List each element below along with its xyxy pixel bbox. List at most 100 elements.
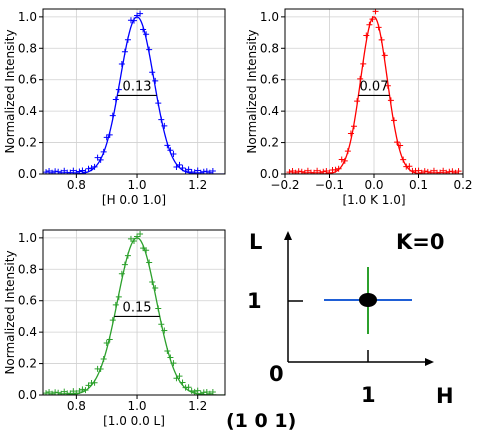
data-point [182, 167, 189, 174]
schematic-h-arrowhead [425, 358, 434, 366]
data-point [158, 321, 165, 328]
y-tick-label: 0.4 [18, 104, 37, 118]
x-tick-label: 0.8 [67, 178, 86, 192]
data-point [338, 156, 345, 163]
schematic-h-tick-label: 1 [361, 383, 376, 407]
data-point [100, 148, 107, 155]
data-point [146, 46, 153, 53]
data-point [452, 169, 459, 174]
data-point [73, 169, 80, 174]
data-point [121, 261, 128, 268]
y-tick-label: 0.8 [18, 41, 37, 55]
data-point [131, 238, 137, 245]
data-point [52, 168, 59, 174]
x-tick-label: 0.0 [364, 178, 383, 192]
fwhm-label: 0.13 [123, 79, 152, 94]
data-point [203, 389, 210, 395]
data-point [430, 167, 437, 174]
data-point [191, 388, 198, 395]
data-point [406, 163, 413, 170]
data-point [197, 390, 204, 395]
y-tick-label: 0.8 [18, 262, 37, 276]
y-tick-label: 0.4 [260, 104, 279, 118]
data-point [384, 82, 391, 89]
data-point [394, 139, 401, 146]
data-point [173, 163, 180, 170]
data-point [94, 154, 101, 161]
chart-panel-3: 0.150.8 1.0 1.20.00.20.40.60.81.0[1.0 0.0 … [3, 229, 226, 428]
data-point [317, 169, 324, 174]
data-point [286, 169, 293, 174]
data-point [360, 60, 367, 67]
data-point [203, 168, 210, 174]
data-point [82, 169, 89, 174]
data-point [70, 388, 77, 395]
x-tick-label: 0.2 [453, 178, 472, 192]
data-point [70, 167, 77, 174]
data-point [109, 112, 116, 119]
data-point [289, 168, 296, 174]
y-tick-label: 0.0 [18, 388, 37, 402]
data-point [341, 157, 348, 164]
data-point [185, 384, 192, 391]
reflection-dot [359, 293, 377, 307]
data-point [61, 167, 68, 174]
x-tick-label: 0.8 [67, 399, 86, 413]
data-point [378, 36, 385, 43]
data-point [43, 390, 50, 395]
data-point [397, 142, 404, 149]
x-tick-label: 0.1 [409, 178, 428, 192]
data-point [121, 48, 128, 55]
data-point [449, 168, 456, 174]
data-point [131, 17, 137, 24]
data-point [88, 165, 95, 172]
data-point [85, 165, 92, 172]
data-point [176, 373, 183, 380]
schematic-l-arrowhead [284, 231, 292, 240]
data-point [443, 169, 450, 174]
data-point [357, 75, 364, 82]
data-point [91, 379, 98, 386]
data-point [112, 96, 119, 103]
data-point [354, 98, 361, 105]
data-point [127, 235, 134, 242]
data-point [46, 168, 53, 174]
data-point [85, 382, 92, 389]
data-point [191, 169, 198, 174]
data-point [79, 167, 86, 174]
axes-frame [42, 229, 226, 396]
data-point [58, 169, 65, 174]
data-point [137, 10, 144, 17]
data-point [100, 356, 107, 363]
x-axis-label: [1.0 0.0 L] [103, 414, 165, 428]
x-axis-label: [H 0.0 1.0] [102, 193, 166, 207]
y-tick-label: 0.2 [18, 136, 37, 150]
fwhm-label: 0.07 [360, 79, 389, 94]
data-point [49, 390, 56, 395]
schematic-l-tick-label: 1 [247, 289, 262, 313]
data-point [97, 156, 104, 163]
y-tick-label: 1.0 [18, 10, 37, 24]
x-tick-label: 1.2 [188, 399, 207, 413]
data-point [167, 147, 174, 154]
data-point [155, 100, 162, 107]
data-point [146, 259, 153, 266]
data-point [351, 123, 358, 130]
data-point [61, 388, 68, 395]
data-point [176, 161, 183, 168]
data-point [194, 387, 201, 394]
data-point [335, 165, 342, 172]
fwhm-label: 0.15 [123, 300, 152, 315]
data-point [152, 77, 159, 84]
data-point [79, 386, 86, 393]
data-point [304, 167, 311, 174]
reciprocal-space-schematic: L K=0 1 0 1 H [247, 230, 454, 408]
data-point [387, 97, 394, 104]
schematic-k-title: K=0 [396, 230, 444, 254]
data-point [437, 169, 444, 174]
y-tick-label: 0.0 [260, 167, 279, 181]
y-tick-label: 0.6 [260, 73, 279, 87]
schematic-h-label: H [436, 384, 454, 408]
data-point [206, 390, 213, 395]
data-point [134, 233, 141, 240]
